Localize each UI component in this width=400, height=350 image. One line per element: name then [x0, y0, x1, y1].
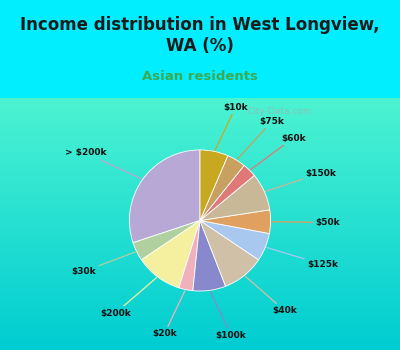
Wedge shape	[200, 210, 270, 233]
Text: $20k: $20k	[152, 291, 185, 338]
Text: > $200k: > $200k	[65, 148, 142, 179]
Text: $50k: $50k	[272, 218, 340, 227]
Wedge shape	[142, 220, 200, 288]
Wedge shape	[200, 175, 270, 220]
Wedge shape	[200, 150, 228, 220]
Text: $60k: $60k	[251, 134, 306, 169]
Text: $10k: $10k	[215, 103, 248, 150]
Text: $100k: $100k	[210, 292, 246, 340]
Wedge shape	[200, 156, 244, 220]
Text: $200k: $200k	[100, 278, 156, 318]
Wedge shape	[200, 220, 258, 286]
Text: $125k: $125k	[267, 247, 338, 269]
Wedge shape	[200, 220, 269, 260]
Text: $75k: $75k	[238, 117, 284, 159]
Text: Income distribution in West Longview,
WA (%): Income distribution in West Longview, WA…	[20, 16, 380, 55]
Text: $40k: $40k	[245, 276, 297, 315]
Wedge shape	[179, 220, 200, 291]
Text: City-Data.com: City-Data.com	[248, 107, 312, 117]
Text: $30k: $30k	[72, 252, 135, 276]
Text: $150k: $150k	[266, 169, 336, 191]
Wedge shape	[200, 166, 254, 220]
Wedge shape	[133, 220, 200, 260]
Wedge shape	[193, 220, 226, 291]
Wedge shape	[130, 150, 200, 243]
Text: Asian residents: Asian residents	[142, 70, 258, 83]
